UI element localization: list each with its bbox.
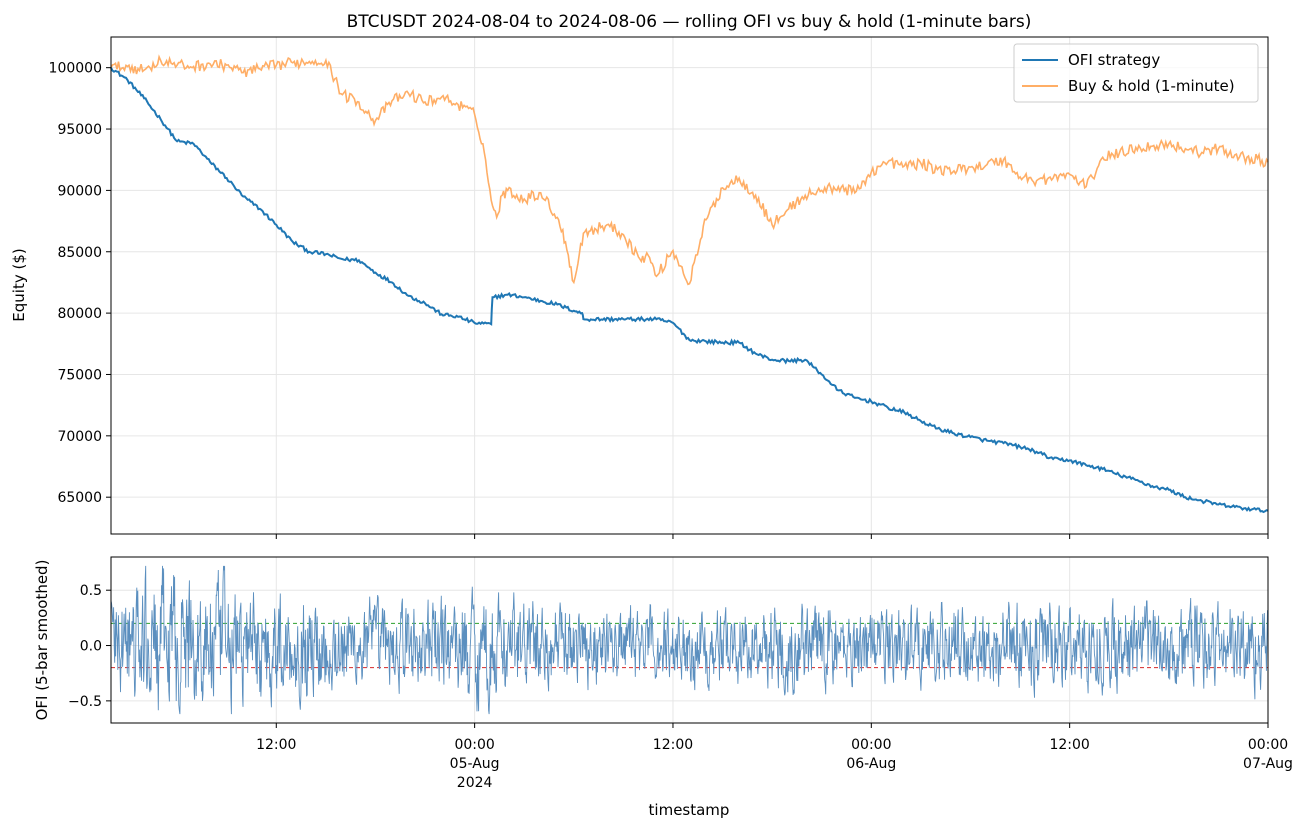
- equity-plot-area: [110, 54, 1269, 514]
- ofi-x-tick-label: 2024: [457, 775, 493, 791]
- ofi-x-tick-label: 12:00: [653, 737, 693, 753]
- ofi-y-tick-label: −0.5: [68, 694, 102, 710]
- ofi-x-tick-label: 00:00: [851, 737, 891, 753]
- legend-box: [1013, 43, 1259, 103]
- ofi-x-tick-label: 05-Aug: [450, 756, 500, 772]
- equity-y-tick-label: 80000: [57, 306, 102, 322]
- ofi-x-tick-label: 06-Aug: [846, 756, 896, 772]
- ofi-y-tick-label: 0.5: [80, 583, 102, 599]
- chart-title: BTCUSDT 2024-08-04 to 2024-08-06 — rolli…: [347, 12, 1032, 32]
- ofi-x-tick-label: 07-Aug: [1243, 756, 1293, 772]
- legend-label-buy-hold: Buy & hold (1-minute): [1068, 77, 1235, 95]
- ofi-y-tick-label: 0.0: [80, 639, 102, 655]
- legend: OFI strategy Buy & hold (1-minute): [1013, 43, 1259, 103]
- equity-y-tick-label: 70000: [57, 429, 102, 445]
- equity-y-tick-label: 100000: [49, 61, 102, 77]
- ofi-x-tick-label: 00:00: [454, 737, 494, 753]
- x-axis-label: timestamp: [649, 801, 730, 819]
- equity-y-ticks: 65000 70000 75000 80000 85000 90000 95000 10000…: [49, 61, 111, 506]
- equity-x-ticks: [275, 534, 1269, 539]
- ofi-x-ticks: 12:00 00:00 05-Aug 2024 12:00 00:00 06-Aug 12:0…: [256, 723, 1293, 791]
- equity-axes-frame: [110, 36, 1269, 535]
- legend-label-ofi-strategy: OFI strategy: [1068, 51, 1160, 69]
- ofi-x-tick-label: 00:00: [1248, 737, 1288, 753]
- equity-grid: [111, 37, 1269, 534]
- equity-y-tick-label: 75000: [57, 367, 102, 383]
- ofi-y-label: OFI (5-bar smoothed): [33, 560, 51, 721]
- equity-y-tick-label: 85000: [57, 245, 102, 261]
- ofi-axes-frame: [110, 556, 1269, 724]
- equity-y-label: Equity ($): [10, 248, 28, 321]
- ofi-axes: −0.5 0.0 0.5 12:00 00:00 05-Aug 2024 12:00 00:0…: [33, 556, 1293, 791]
- ofi-strategy-line: [110, 67, 1269, 514]
- equity-y-tick-label: 65000: [57, 490, 102, 506]
- ofi-x-tick-label: 12:00: [1049, 737, 1089, 753]
- ofi-x-tick-label: 12:00: [256, 737, 296, 753]
- buy-hold-line: [110, 54, 1269, 286]
- equity-axes: 65000 70000 75000 80000 85000 90000 95000 10000…: [10, 36, 1269, 539]
- equity-y-tick-label: 90000: [57, 183, 102, 199]
- ofi-signal-line: [110, 565, 1269, 715]
- equity-y-tick-label: 95000: [57, 122, 102, 138]
- ofi-y-ticks: −0.5 0.0 0.5: [68, 583, 111, 710]
